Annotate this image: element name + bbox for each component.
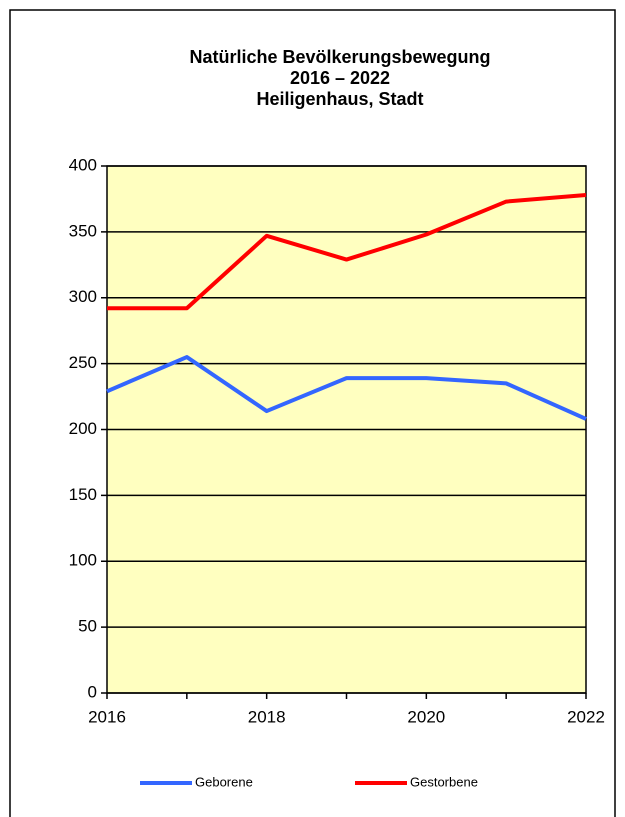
y-tick-label: 300	[69, 287, 97, 306]
x-tick-label: 2016	[88, 707, 126, 726]
x-tick-label: 2022	[567, 707, 605, 726]
chart-title: 2016 – 2022	[290, 68, 390, 88]
x-tick-label: 2020	[407, 707, 445, 726]
y-tick-label: 200	[69, 419, 97, 438]
frame	[9, 9, 616, 817]
y-tick-label: 0	[88, 682, 97, 701]
y-tick-label: 150	[69, 485, 97, 504]
x-tick-label: 2018	[248, 707, 286, 726]
y-tick-label: 50	[78, 617, 97, 636]
chart-title: Natürliche Bevölkerungsbewegung	[189, 47, 490, 67]
chart-title: Heiligenhaus, Stadt	[256, 89, 423, 109]
y-tick-label: 350	[69, 221, 97, 240]
y-tick-label: 250	[69, 353, 97, 372]
legend-label: Gestorbene	[410, 774, 478, 789]
data-line	[106, 355, 587, 421]
data-line	[107, 192, 587, 311]
legend-label: Geborene	[195, 774, 253, 789]
y-tick-label: 400	[69, 155, 97, 174]
y-tick-label: 100	[69, 551, 97, 570]
